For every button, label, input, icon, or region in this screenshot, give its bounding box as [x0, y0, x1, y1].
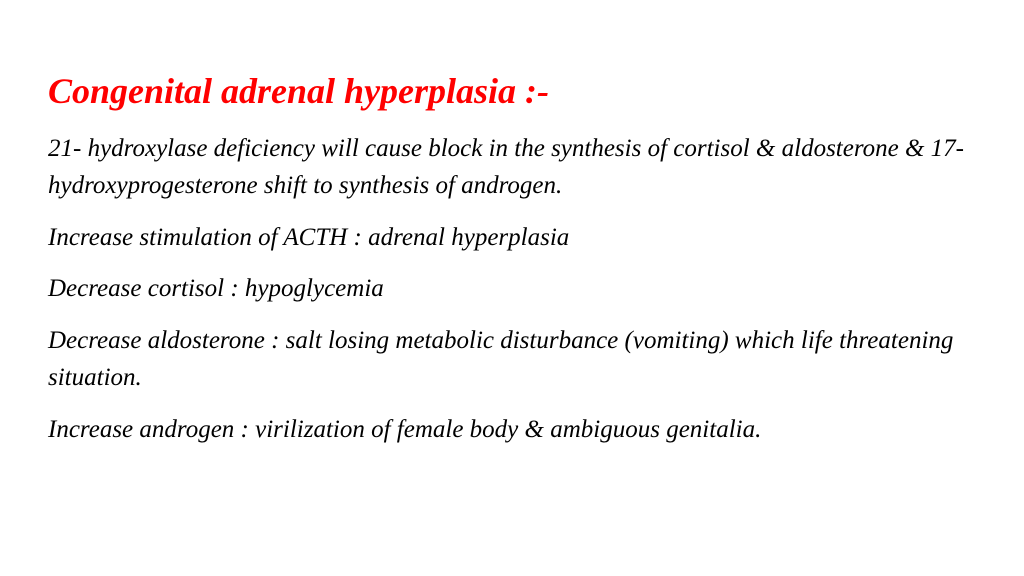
paragraph-2: Increase stimulation of ACTH : adrenal h…	[48, 219, 976, 257]
slide-container: Congenital adrenal hyperplasia :- 21- hy…	[0, 0, 1024, 576]
slide-title: Congenital adrenal hyperplasia :-	[48, 72, 976, 112]
paragraph-1: 21- hydroxylase deficiency will cause bl…	[48, 130, 976, 205]
paragraph-5: Increase androgen : virilization of fema…	[48, 411, 976, 449]
paragraph-4: Decrease aldosterone : salt losing metab…	[48, 322, 976, 397]
paragraph-3: Decrease cortisol : hypoglycemia	[48, 270, 976, 308]
